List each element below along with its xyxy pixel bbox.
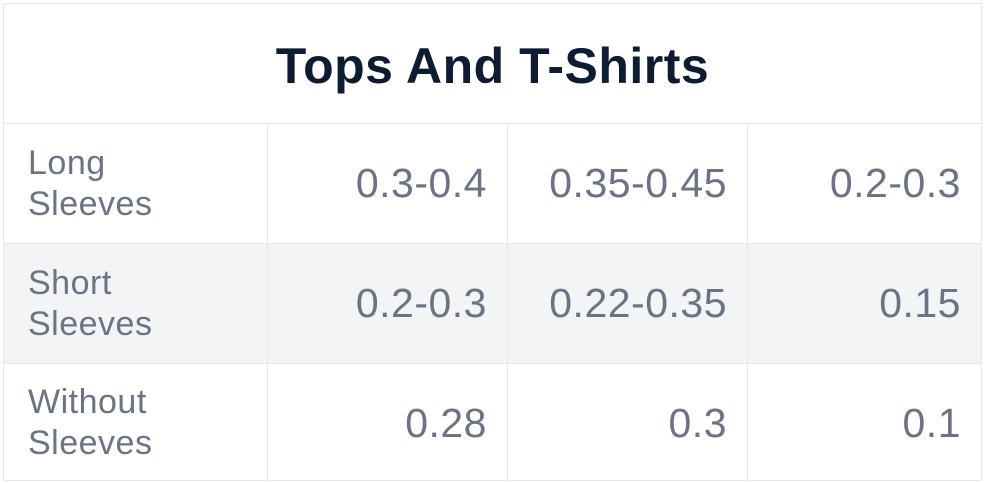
value-cell: 0.15 [879, 280, 961, 326]
row-label: Long Sleeves [28, 143, 153, 223]
table-header: Tops And T-Shirts [4, 4, 981, 124]
value-cell: 0.28 [268, 364, 508, 482]
value-cell: 0.3-0.4 [268, 124, 508, 243]
row-label-cell: Long Sleeves [4, 124, 268, 243]
row-label: Short Sleeves [28, 263, 153, 343]
row-label-cell: Without Sleeves [4, 364, 268, 482]
size-table: Tops And T-Shirts Long Sleeves 0.3-0.4 0… [3, 3, 982, 482]
table-row-without-sleeves: Without Sleeves 0.28 0.3 0.1 [4, 364, 981, 482]
value-cell: 0.2-0.3 [268, 244, 508, 363]
row-label: Without Sleeves [28, 383, 153, 462]
row-label-cell: Short Sleeves [4, 244, 268, 363]
value-cell: 0.22-0.35 [508, 244, 748, 363]
table-row-short-sleeves: Short Sleeves 0.2-0.3 0.22-0.35 0.15 [4, 244, 981, 364]
value-cell: 0.2-0.3 [829, 160, 961, 206]
table-row-long-sleeves: Long Sleeves 0.3-0.4 0.35-0.45 0.2-0.3 [4, 124, 981, 244]
value-cell: 0.1 [902, 399, 961, 446]
value-cell: 0.3 [508, 364, 748, 482]
value-cell: 0.35-0.45 [508, 124, 748, 243]
table-title: Tops And T-Shirts [275, 37, 710, 94]
